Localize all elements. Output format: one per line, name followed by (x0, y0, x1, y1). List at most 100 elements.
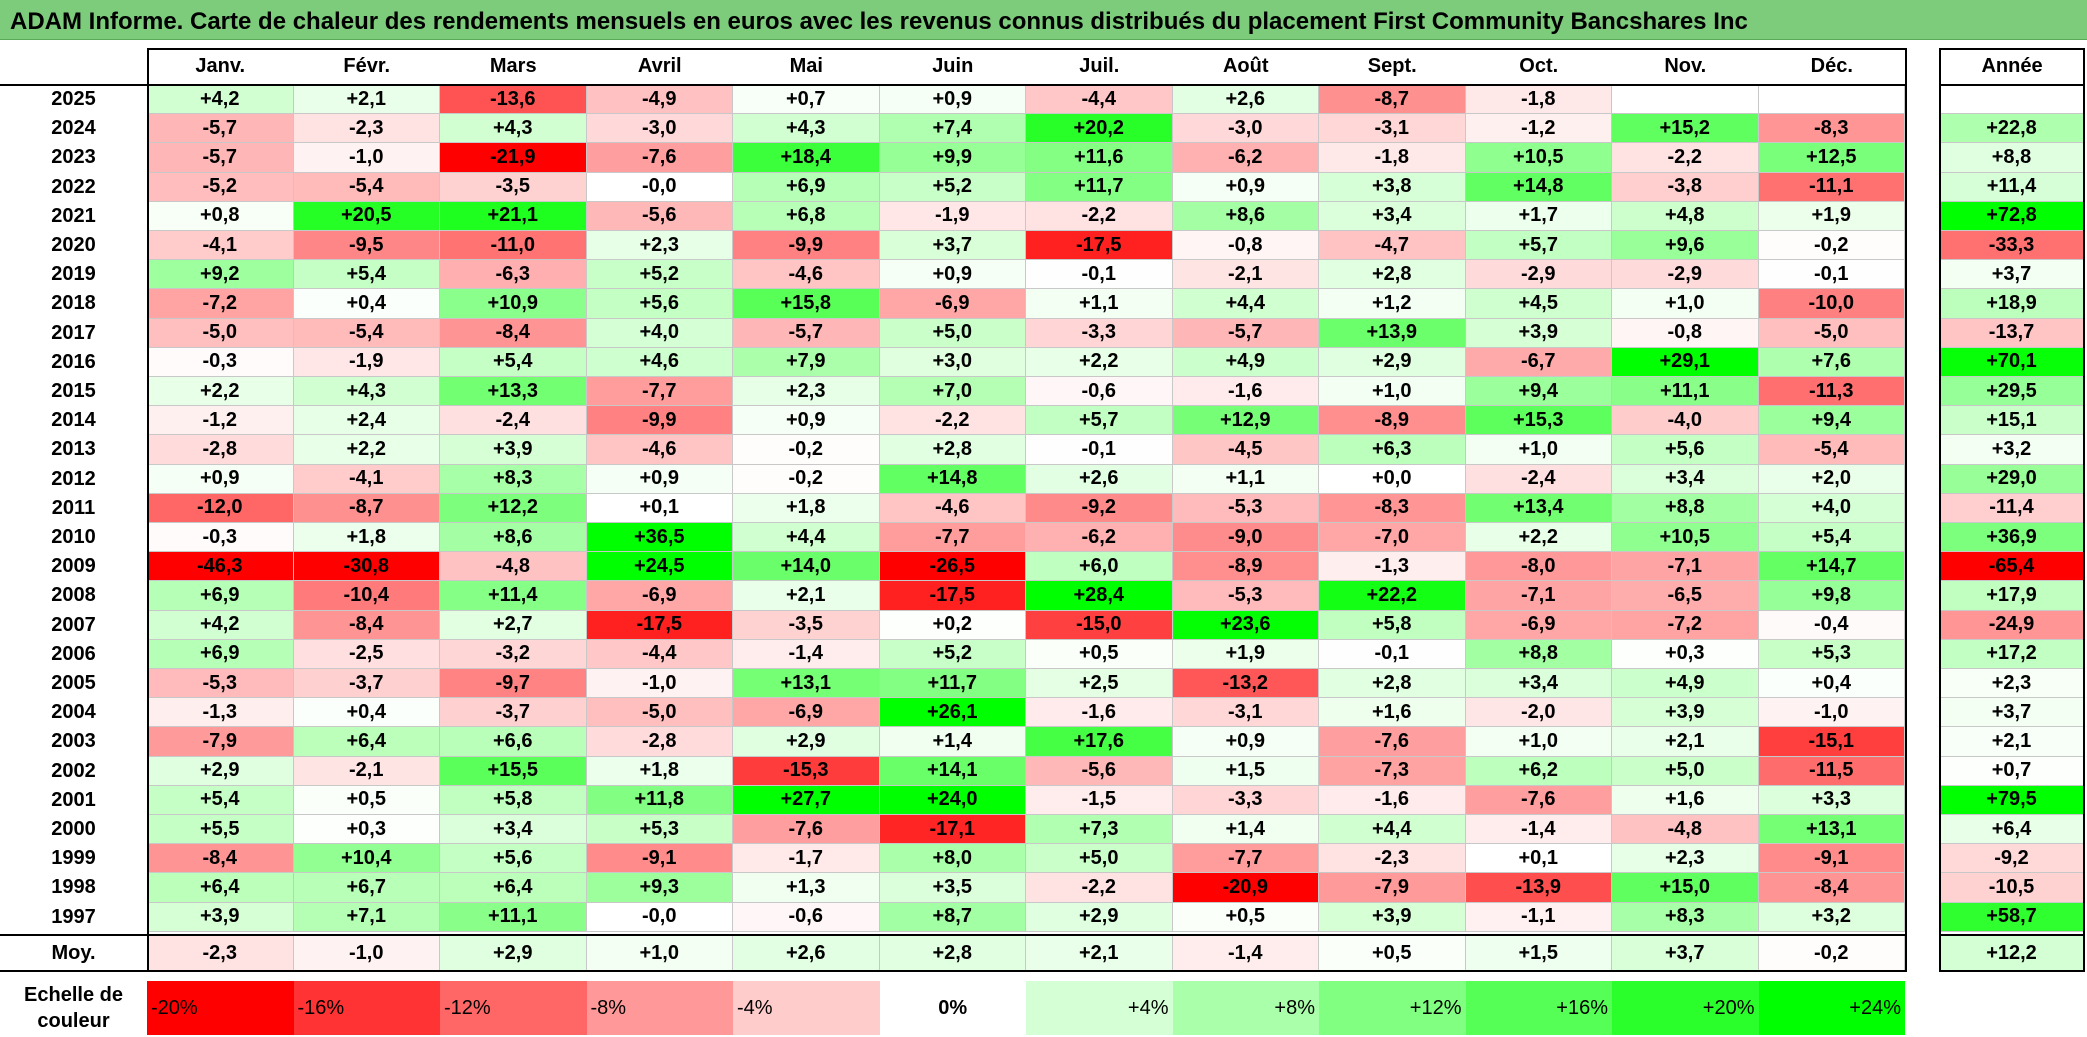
heatmap-cell: +5,5 (147, 815, 294, 845)
heatmap-cell: +9,9 (879, 143, 1026, 173)
heatmap-cell: +0,0 (1319, 464, 1466, 494)
heatmap-cell: +2,2 (293, 435, 440, 465)
heatmap-cell: +5,7 (1026, 406, 1173, 436)
color-scale-swatch: 0% (879, 981, 1026, 1035)
heatmap-cell: +0,4 (1758, 669, 1905, 699)
heatmap-cell: -6,9 (733, 698, 880, 728)
heatmap-cell: -3,0 (586, 114, 733, 144)
row-year-label: 2018 (51, 292, 96, 315)
heatmap-cell: +0,9 (879, 260, 1026, 290)
heatmap-cell: -13,6 (440, 85, 587, 115)
annual-cell (1939, 85, 2085, 115)
heatmap-cell: +1,8 (586, 756, 733, 786)
annual-cell: -65,4 (1939, 552, 2085, 582)
heatmap-cell: -7,1 (1465, 581, 1612, 611)
heatmap-cell: +3,9 (1319, 902, 1466, 932)
annual-cell: +2,1 (1939, 727, 2085, 757)
heatmap-cell: -8,4 (1758, 873, 1905, 903)
month-header: Août (1222, 55, 1269, 77)
heatmap-cell: +6,4 (440, 873, 587, 903)
average-cell: -0,2 (1758, 935, 1905, 972)
heatmap-cell: +10,9 (440, 289, 587, 319)
heatmap-cell: -7,3 (1319, 756, 1466, 786)
heatmap-cell: -6,2 (1172, 143, 1319, 173)
heatmap-cell: +20,5 (293, 201, 440, 231)
heatmap-cell: -0,6 (733, 902, 880, 932)
heatmap-cell: -1,5 (1026, 785, 1173, 815)
heatmap-cell: +8,8 (1465, 639, 1612, 669)
heatmap-cell: +0,3 (1612, 639, 1759, 669)
heatmap-cell: -15,1 (1758, 727, 1905, 757)
heatmap-cell: -7,2 (147, 289, 294, 319)
average-cell: -2,3 (147, 935, 294, 972)
heatmap-cell: -8,3 (1319, 493, 1466, 523)
heatmap-cell: +2,9 (147, 756, 294, 786)
heatmap-cell: +5,2 (586, 260, 733, 290)
heatmap-cell: -8,3 (1758, 114, 1905, 144)
heatmap-cell: +2,2 (1465, 523, 1612, 553)
annual-cell: +22,8 (1939, 114, 2085, 144)
heatmap-cell: +9,2 (147, 260, 294, 290)
heatmap-cell: -11,3 (1758, 377, 1905, 407)
color-scale-swatch: +8% (1172, 981, 1319, 1035)
heatmap-cell: +14,1 (879, 756, 1026, 786)
heatmap-cell: +4,0 (1758, 493, 1905, 523)
heatmap-cell: -2,3 (1319, 844, 1466, 874)
heatmap-cell: +29,1 (1612, 347, 1759, 377)
row-year-label: 2005 (51, 672, 96, 695)
heatmap-cell: +11,7 (1026, 172, 1173, 202)
color-scale-label: Echelle de couleur (0, 981, 147, 1035)
annual-cell: +3,2 (1939, 435, 2085, 465)
heatmap-cell: +6,2 (1465, 756, 1612, 786)
color-scale-swatch: +24% (1758, 981, 1905, 1035)
heatmap-cell: +4,4 (1319, 815, 1466, 845)
heatmap-cell: -13,2 (1172, 669, 1319, 699)
heatmap-cell: -5,3 (1172, 581, 1319, 611)
heatmap-cell: +2,1 (733, 581, 880, 611)
annual-cell: +6,4 (1939, 815, 2085, 845)
heatmap-cell: +12,5 (1758, 143, 1905, 173)
heatmap-cell: +4,3 (440, 114, 587, 144)
heatmap-cell: -2,4 (440, 406, 587, 436)
heatmap-cell: +2,7 (440, 610, 587, 640)
heatmap-cell: +9,4 (1465, 377, 1612, 407)
title-bar: ADAM Informe. Carte de chaleur des rende… (0, 0, 2087, 40)
heatmap-cell: -7,9 (147, 727, 294, 757)
heatmap-cell: -8,4 (440, 318, 587, 348)
annual-cell: -24,9 (1939, 610, 2085, 640)
heatmap-cell: +3,7 (879, 231, 1026, 261)
annual-cell: -33,3 (1939, 231, 2085, 261)
heatmap-cell: +2,1 (1612, 727, 1759, 757)
heatmap-cell: -0,2 (733, 435, 880, 465)
heatmap-cell: +0,5 (1172, 902, 1319, 932)
heatmap-cell: -7,7 (879, 523, 1026, 553)
heatmap-cell: -5,6 (1026, 756, 1173, 786)
average-cell: -1,0 (293, 935, 440, 972)
heatmap-cell: +4,8 (1612, 201, 1759, 231)
heatmap-cell: +36,5 (586, 523, 733, 553)
separator-line (1939, 933, 2085, 936)
heatmap-cell: +13,1 (733, 669, 880, 699)
heatmap-cell: -1,9 (879, 201, 1026, 231)
heatmap-cell: +8,6 (1172, 201, 1319, 231)
row-year-label: 2012 (51, 467, 96, 490)
heatmap-cell: -4,9 (586, 85, 733, 115)
heatmap-cell: +3,9 (440, 435, 587, 465)
heatmap-cell: +11,6 (1026, 143, 1173, 173)
heatmap-cell: +4,5 (1465, 289, 1612, 319)
annual-cell: -13,7 (1939, 318, 2085, 348)
heatmap-cell: -1,7 (733, 844, 880, 874)
heatmap-cell: +0,4 (293, 289, 440, 319)
heatmap-cell: +3,0 (879, 347, 1026, 377)
color-scale-swatch: +16% (1465, 981, 1612, 1035)
heatmap-cell: -5,3 (147, 669, 294, 699)
heatmap-cell: +3,8 (1319, 172, 1466, 202)
row-year-label: 2010 (51, 526, 96, 549)
heatmap-cell: -0,6 (1026, 377, 1173, 407)
color-scale-swatch: -8% (586, 981, 733, 1035)
heatmap-cell: +2,5 (1026, 669, 1173, 699)
heatmap-cell: +7,6 (1758, 347, 1905, 377)
heatmap-cell: -2,3 (293, 114, 440, 144)
heatmap-cell: -15,0 (1026, 610, 1173, 640)
heatmap-cell: -1,2 (1465, 114, 1612, 144)
